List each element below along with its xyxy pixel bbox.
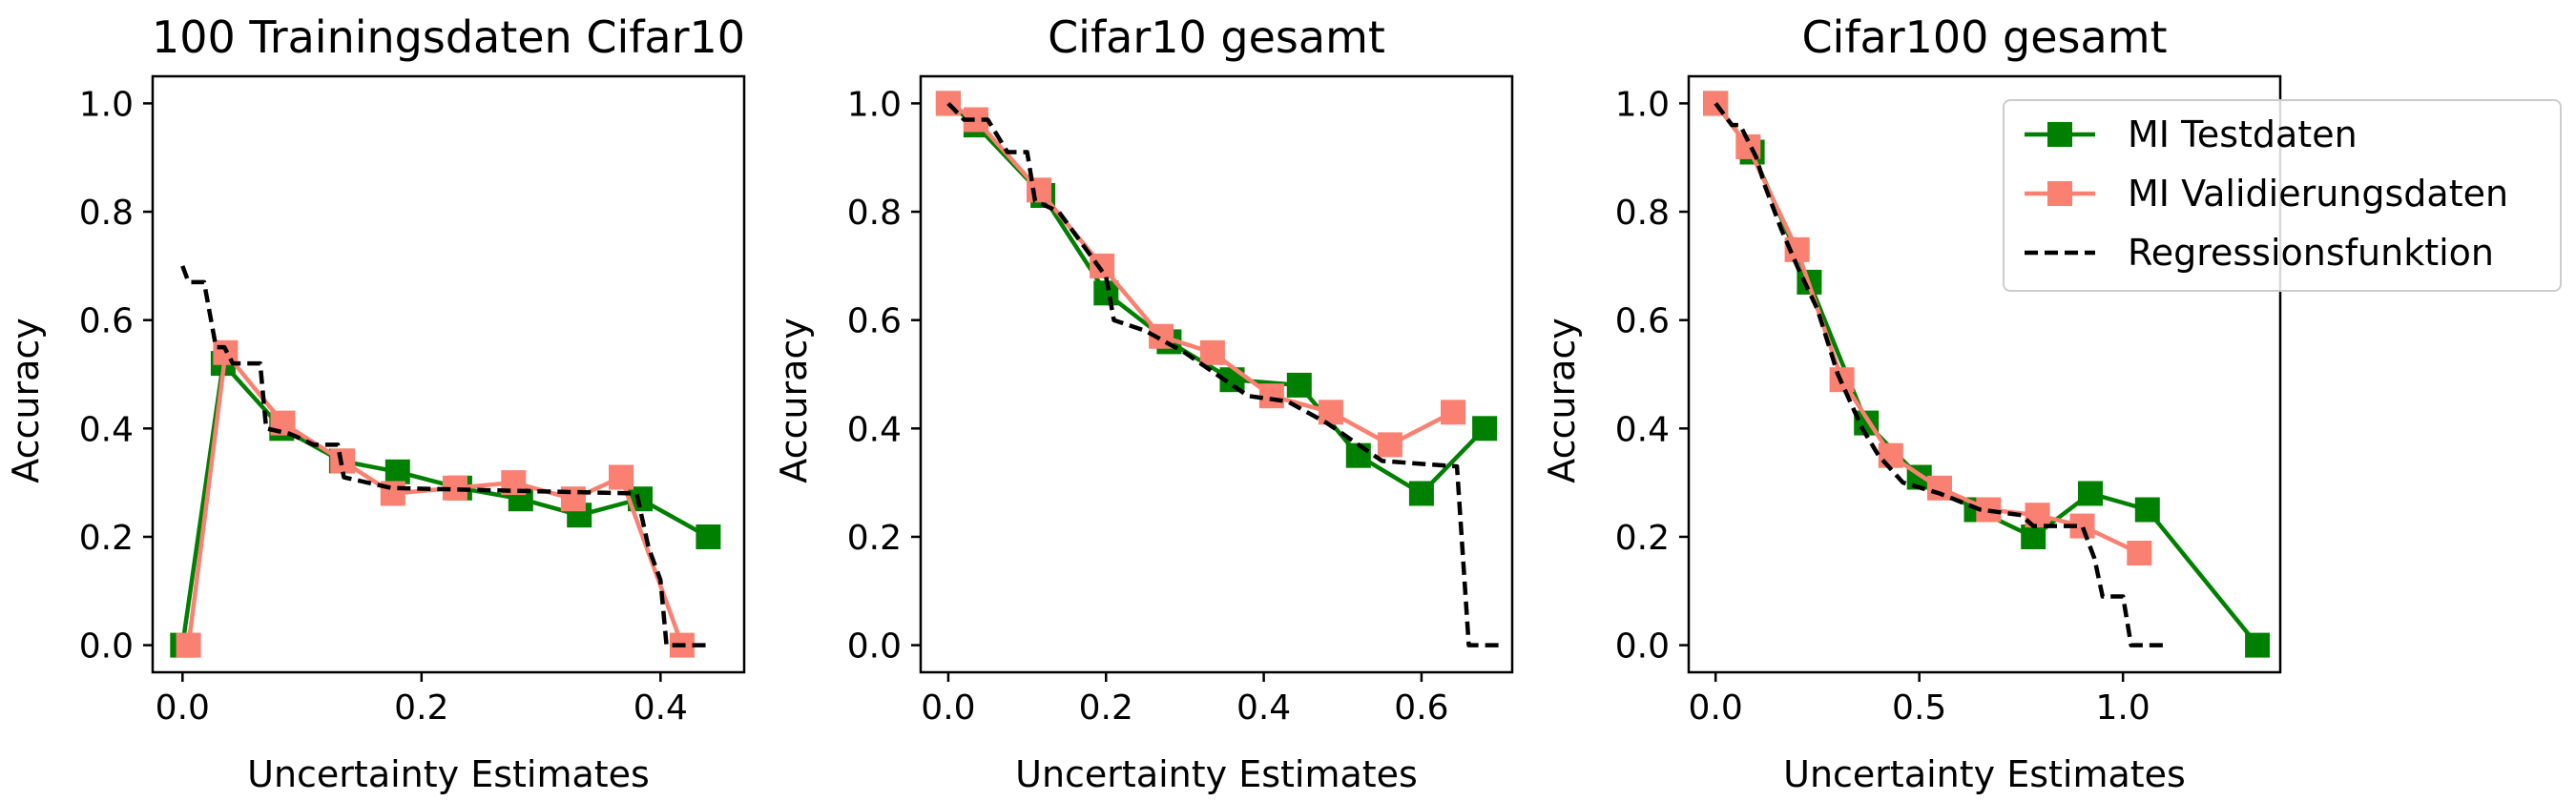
x-tick-label: 0.2 — [394, 688, 448, 728]
panel-2: Cifar10 gesamt 0.0 0.2 0.4 0.60.00.20.40.60… — [773, 11, 1514, 795]
data-point-mi-testdaten — [2078, 481, 2103, 506]
x-tick-label: 0.5 — [1892, 688, 1946, 728]
data-point-mi-validierungsdaten — [1441, 400, 1465, 425]
data-point-mi-validierungsdaten — [1377, 432, 1402, 458]
y-tick-label: 1.0 — [79, 85, 134, 124]
axes-frame — [151, 74, 746, 674]
data-point-mi-validierungsdaten — [1927, 475, 1952, 501]
y-tick-label: 0.4 — [847, 410, 902, 449]
x-tick-label: 0.0 — [1689, 688, 1743, 728]
data-point-mi-testdaten — [2021, 524, 2046, 549]
data-point-mi-testdaten — [2134, 497, 2160, 523]
data-point-mi-validierungsdaten — [1090, 253, 1115, 278]
series-line-regressionsfunktion — [1714, 102, 2164, 647]
y-tick-label: 0.2 — [1615, 519, 1670, 558]
data-point-mi-validierungsdaten — [176, 632, 201, 658]
y-tick-label: 0.0 — [847, 627, 902, 667]
data-point-mi-validierungsdaten — [1199, 339, 1225, 365]
panel-1-plot: 0.0 0.2 0.4 0.0 0.2 0.4 0.6 0.8 1.0 — [79, 74, 746, 728]
y-tick-label: 1.0 — [1615, 85, 1670, 124]
panel-3-xlabel: Uncertainty Estimates — [1783, 753, 2186, 795]
legend-label-mi-validierungsdaten: MI Validierungsdaten — [2128, 173, 2508, 215]
data-point-mi-validierungsdaten — [1878, 442, 1903, 468]
data-point-mi-validierungsdaten — [2127, 541, 2152, 565]
panel-3: Cifar100 gesamt 0.0 0.5 1.0 0.0 0.2 0.4 0.6 0.8… — [1541, 11, 2282, 795]
panel-1-title: 100 Trainingsdaten Cifar10 — [152, 11, 745, 63]
panel-3-ylabel: Accuracy — [1541, 318, 1583, 483]
y-tick-label: 0.4 — [1615, 410, 1670, 449]
y-tick-label: 0.2 — [79, 519, 134, 558]
axes-frame — [919, 74, 1514, 674]
y-tick-label: 0.8 — [79, 194, 134, 233]
x-tick-label: 0.2 — [1079, 688, 1133, 728]
series-line-mi-validierungsdaten — [946, 101, 1455, 447]
panel-1-xlabel: Uncertainty Estimates — [247, 753, 650, 795]
panel-3-plot: 0.0 0.5 1.0 0.0 0.2 0.4 0.6 0.8 1.0 — [1615, 74, 2282, 728]
y-tick-label: 0.6 — [847, 302, 902, 341]
y-tick-label: 0.8 — [847, 194, 902, 233]
y-tick-label: 0.6 — [1615, 302, 1670, 341]
legend-item-regressionsfunktion: Regressionsfunktion — [2025, 232, 2494, 274]
x-tick-label: 0.4 — [1236, 688, 1291, 728]
legend: MI Testdaten MI Validierungsdaten Regres… — [2003, 99, 2562, 292]
data-point-mi-testdaten — [1408, 481, 1434, 506]
legend-item-mi-testdaten: MI Testdaten — [2025, 113, 2358, 155]
y-tick-label: 1.0 — [847, 85, 902, 124]
data-point-mi-validierungsdaten — [609, 464, 634, 490]
data-point-mi-testdaten — [1286, 372, 1312, 398]
data-point-mi-testdaten — [1472, 416, 1498, 442]
data-point-mi-testdaten — [384, 459, 410, 484]
panel-2-title: Cifar10 gesamt — [1048, 11, 1385, 63]
y-tick-label: 0.6 — [79, 302, 134, 341]
y-tick-label: 0.0 — [1615, 627, 1670, 667]
x-tick-label: 0.4 — [634, 688, 688, 728]
y-tick-label: 0.0 — [79, 627, 134, 667]
data-point-mi-testdaten — [696, 524, 721, 549]
x-tick-label: 1.0 — [2096, 688, 2150, 728]
y-tick-label: 0.2 — [847, 519, 902, 558]
x-tick-label: 0.0 — [156, 688, 210, 728]
y-tick-label: 0.4 — [79, 410, 134, 449]
legend-marker-mi-validierungsdaten — [2047, 181, 2072, 206]
x-tick-label: 0.6 — [1394, 688, 1448, 728]
data-point-mi-testdaten — [2245, 632, 2271, 658]
legend-marker-mi-testdaten — [2047, 122, 2072, 147]
panel-1: 100 Trainingsdaten Cifar10 0.0 0.2 0.40.00… — [5, 11, 746, 795]
x-tick-label: 0.0 — [921, 688, 975, 728]
series-line-regressionsfunktion — [180, 265, 709, 647]
legend-label-regressionsfunktion: Regressionsfunktion — [2128, 232, 2494, 274]
panel-2-xlabel: Uncertainty Estimates — [1015, 753, 1418, 795]
legend-box — [2003, 99, 2562, 292]
series-line-regressionsfunktion — [946, 101, 1501, 647]
legend-item-mi-validierungsdaten: MI Validierungsdaten — [2025, 173, 2508, 215]
axes-frame — [1687, 74, 2282, 674]
data-point-mi-validierungsdaten — [1318, 400, 1343, 425]
panel-2-ylabel: Accuracy — [773, 318, 815, 483]
y-tick-label: 0.8 — [1615, 194, 1670, 233]
data-point-mi-validierungsdaten — [1027, 177, 1051, 203]
series-line-mi-testdaten — [180, 360, 710, 646]
panel-3-title: Cifar100 gesamt — [1801, 11, 2167, 63]
panel-2-plot: 0.0 0.2 0.4 0.6 0.0 0.2 0.4 0.6 0.8 1.0 — [847, 74, 1514, 728]
panel-1-ylabel: Accuracy — [5, 318, 47, 483]
data-point-mi-validierungsdaten — [1258, 383, 1284, 409]
legend-label-mi-testdaten: MI Testdaten — [2128, 113, 2358, 155]
series-line-mi-validierungsdaten — [1714, 102, 2141, 556]
